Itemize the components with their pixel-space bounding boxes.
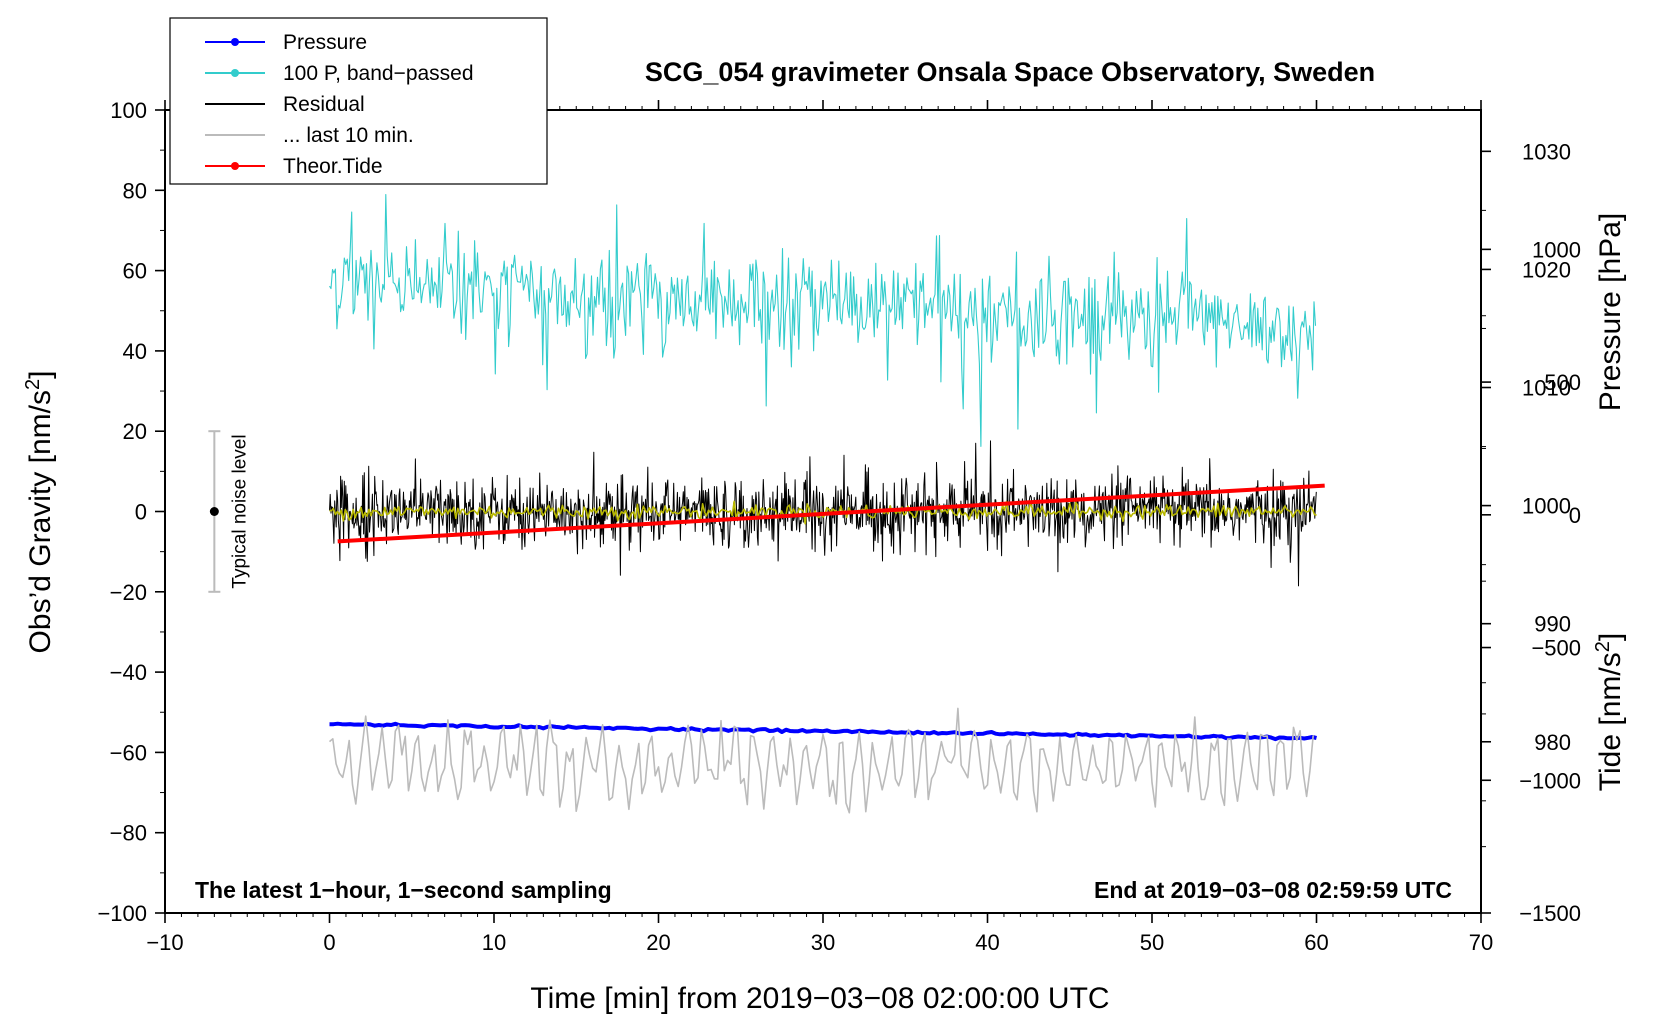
tide-tick-label: −1500 [1519, 901, 1581, 926]
legend-swatch-marker [231, 69, 239, 77]
y-axis-title-tide-end: ] [1594, 633, 1627, 641]
pressure-tick-label: 1000 [1522, 494, 1571, 519]
y-tick-label: 0 [135, 500, 147, 525]
sampling-note: The latest 1−hour, 1−second sampling [195, 877, 612, 903]
y-axis-ticks: −100 −80 −60 −40 −20 0 20 40 60 80 100 [97, 98, 165, 926]
x-tick-label: 0 [323, 930, 335, 955]
y-tick-label: 100 [110, 98, 147, 123]
y-axis-title-left: Obs’d Gravity [nm/s2] [22, 371, 57, 654]
x-tick-label: 60 [1304, 930, 1328, 955]
tide-axis-ticks: −1500 −1000 −500 0 500 1000 [1481, 237, 1581, 926]
y-axis-title-left-sup: 2 [22, 379, 44, 390]
x-tick-label: 30 [811, 930, 835, 955]
tide-tick-label: −1000 [1519, 768, 1581, 793]
chart-title: SCG_054 gravimeter Onsala Space Observat… [645, 57, 1375, 87]
y-tick-label: −20 [110, 580, 147, 605]
x-tick-label: 20 [646, 930, 670, 955]
legend-label: Pressure [283, 31, 367, 54]
y-axis-title-tide-main: Tide [nm/s [1594, 652, 1627, 791]
tide-tick-label: 1000 [1532, 237, 1581, 262]
x-tick-label: 10 [482, 930, 506, 955]
legend-entry: ... last 10 min. [205, 124, 414, 147]
x-tick-label: −10 [146, 930, 183, 955]
series-residual-line [329, 440, 1317, 587]
y-tick-label: 60 [123, 259, 147, 284]
legend-label: ... last 10 min. [283, 124, 414, 147]
y-axis-title-left-main: Obs’d Gravity [nm/s [24, 390, 57, 653]
x-tick-label: 50 [1140, 930, 1164, 955]
legend-entries: Pressure 100 P, band−passed Residual ... la… [205, 31, 474, 178]
y-tick-label: −60 [110, 740, 147, 765]
y-tick-label: 40 [123, 339, 147, 364]
pressure-tick-label: 990 [1534, 612, 1571, 637]
x-tick-label: 70 [1469, 930, 1493, 955]
pressure-tick-label: 1020 [1522, 257, 1571, 282]
y-axis-title-left-end: ] [24, 371, 57, 379]
legend-label: Residual [283, 93, 365, 116]
pressure-tick-label: 1010 [1522, 376, 1571, 401]
pressure-tick-label: 1030 [1522, 139, 1571, 164]
y-tick-label: 20 [123, 419, 147, 444]
legend-label: 100 P, band−passed [283, 62, 474, 85]
y-axis-title-tide-sup: 2 [1592, 641, 1614, 652]
y-axis-title-pressure: Pressure [hPa] [1594, 213, 1627, 411]
tide-tick-label: −500 [1531, 636, 1581, 661]
x-axis-title: Time [min] from 2019−03−08 02:00:00 UTC [530, 982, 1109, 1015]
series-last-ten-minutes-line [328, 707, 1314, 814]
legend-box [169, 17, 548, 185]
legend-entry: Theor.Tide [205, 155, 383, 178]
legend-label: Theor.Tide [283, 155, 383, 178]
pressure-axis-ticks: 980 990 1000 1010 1020 1030 [1481, 139, 1571, 802]
legend-entry: 100 P, band−passed [205, 62, 474, 85]
data-series [328, 193, 1325, 814]
legend-swatch-marker [231, 38, 239, 46]
series-band-passed-pressure-line [329, 193, 1317, 447]
noise-level-indicator: Typical noise level [208, 430, 250, 593]
tide-tick-label: 0 [1569, 503, 1581, 528]
pressure-tick-label: 980 [1534, 730, 1571, 755]
end-time-note: End at 2019−03−08 02:59:59 UTC [1094, 877, 1452, 903]
y-axis-title-tide: Tide [nm/s2] [1592, 633, 1627, 791]
legend: Pressure 100 P, band−passed Residual ... la… [169, 17, 548, 185]
series-theoretical-tide-line [337, 483, 1325, 544]
noise-level-label: Typical noise level [229, 434, 250, 588]
y-tick-label: −100 [97, 901, 147, 926]
noise-level-dot [209, 507, 219, 516]
x-tick-label: 40 [975, 930, 999, 955]
legend-entry: Pressure [205, 31, 367, 54]
y-tick-label: −80 [110, 821, 147, 846]
y-tick-label: −40 [110, 660, 147, 685]
series-residual-smoothed-line [329, 500, 1317, 525]
legend-entry: Residual [205, 93, 365, 116]
series-pressure-line [329, 721, 1317, 742]
tide-tick-label: 500 [1544, 370, 1581, 395]
legend-swatch-marker [231, 162, 239, 170]
y-tick-label: 80 [123, 178, 147, 203]
